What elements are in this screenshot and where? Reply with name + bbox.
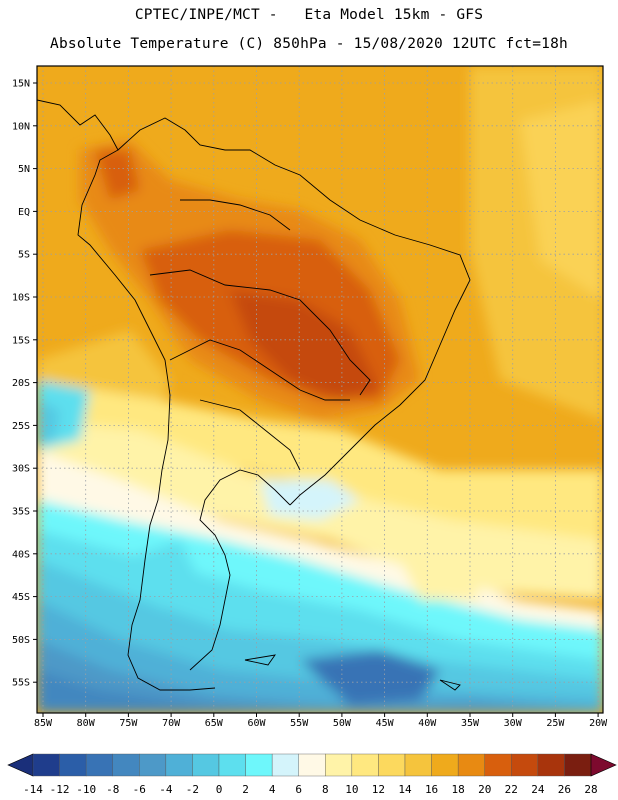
- colorbar-label: -4: [159, 783, 173, 796]
- colorbar-swatch: [431, 753, 459, 777]
- colorbar-label: 4: [269, 783, 276, 796]
- colorbar-swatch: [537, 753, 565, 777]
- lat-label: 15S: [12, 335, 30, 346]
- colorbar-swatch: [484, 753, 512, 777]
- lat-label: 5S: [18, 250, 30, 261]
- lat-label: 30S: [12, 464, 30, 475]
- lon-label: 70W: [162, 718, 181, 729]
- lat-label: 25S: [12, 421, 30, 432]
- colorbar-label: 8: [322, 783, 329, 796]
- colorbar-label: 24: [531, 783, 545, 796]
- colorbar-swatch: [245, 753, 273, 777]
- colorbar-label: 28: [584, 783, 597, 796]
- colorbar-label: 6: [295, 783, 302, 796]
- longitude-axis: 85W 80W 75W 70W 65W 60W 55W 50W 45W 40W 35W 30W 25W 2…: [34, 713, 608, 729]
- colorbar-swatch: [564, 753, 592, 777]
- coastlines: [37, 99, 471, 691]
- colorbar-swatch: [378, 753, 406, 777]
- lon-label: 55W: [290, 718, 309, 729]
- lat-label: 45S: [12, 592, 30, 603]
- chart-title-line2: Absolute Temperature (C) 850hPa - 15/08/…: [50, 36, 568, 52]
- lon-label: 50W: [333, 718, 352, 729]
- chart-title-line1: CPTEC/INPE/MCT - Eta Model 15km - GFS: [134, 7, 484, 23]
- colorbar-label: 0: [216, 783, 223, 796]
- colorbar-swatch: [511, 753, 539, 777]
- lon-label: 35W: [461, 718, 480, 729]
- colorbar-swatch: [59, 753, 87, 777]
- colorbar-swatch: [192, 753, 220, 777]
- colorbar-swatch: [271, 753, 299, 777]
- lon-label: 80W: [77, 718, 96, 729]
- lat-label: 20S: [12, 378, 30, 389]
- lat-label: 5N: [18, 164, 30, 175]
- colorbar: -14 -12 -10 -8 -6 -4 -2 0 2 4 6 8 10 12 14 16 18 20 22 24 26…: [7, 753, 617, 796]
- lat-label: EQ: [18, 207, 30, 218]
- colorbar-label: 20: [478, 783, 491, 796]
- colorbar-swatch: [298, 753, 326, 777]
- lat-label: 10S: [12, 293, 30, 304]
- colorbar-label: 2: [242, 783, 249, 796]
- colorbar-over-arrow: [590, 753, 617, 777]
- colorbar-label: -2: [186, 783, 199, 796]
- colorbar-label: -6: [133, 783, 146, 796]
- lat-label: 35S: [12, 507, 30, 518]
- colorbar-swatch: [325, 753, 353, 777]
- lat-label: 10N: [12, 121, 30, 132]
- lon-label: 65W: [205, 718, 224, 729]
- colorbar-label: 16: [425, 783, 438, 796]
- colorbar-swatch: [32, 753, 60, 777]
- colorbar-swatch: [351, 753, 379, 777]
- lon-label: 75W: [119, 718, 138, 729]
- colorbar-label: 12: [372, 783, 385, 796]
- colorbar-swatch: [165, 753, 193, 777]
- temperature-field: [37, 66, 603, 713]
- colorbar-label: 26: [558, 783, 571, 796]
- lon-label: 85W: [34, 718, 53, 729]
- colorbar-swatch: [85, 753, 113, 777]
- lon-label: 60W: [247, 718, 266, 729]
- colorbar-swatch: [404, 753, 432, 777]
- lon-label: 45W: [376, 718, 395, 729]
- map-frame: [36, 65, 604, 714]
- colorbar-swatch: [218, 753, 246, 777]
- lat-label: 50S: [12, 635, 30, 646]
- colorbar-swatch: [112, 753, 140, 777]
- colorbar-label: 14: [398, 783, 412, 796]
- colorbar-swatch: [457, 753, 485, 777]
- lat-label: 15N: [12, 79, 30, 90]
- colorbar-label: 10: [345, 783, 358, 796]
- latitude-axis: 15N 10N 5N EQ 5S 10S 15S 20S 25S 30S 35S 40S 45S 50S 5…: [12, 79, 37, 689]
- lon-label: 20W: [589, 718, 608, 729]
- lon-label: 25W: [546, 718, 565, 729]
- colorbar-label: -12: [50, 783, 70, 796]
- colorbar-label: -8: [106, 783, 119, 796]
- lon-label: 40W: [418, 718, 437, 729]
- lon-label: 30W: [504, 718, 523, 729]
- colorbar-label: -10: [76, 783, 96, 796]
- lat-label: 55S: [12, 678, 30, 689]
- colorbar-swatch: [139, 753, 167, 777]
- colorbar-under-arrow: [7, 753, 34, 777]
- colorbar-label: -14: [23, 783, 43, 796]
- colorbar-label: 18: [452, 783, 465, 796]
- lat-label: 40S: [12, 549, 30, 560]
- colorbar-label: 22: [505, 783, 518, 796]
